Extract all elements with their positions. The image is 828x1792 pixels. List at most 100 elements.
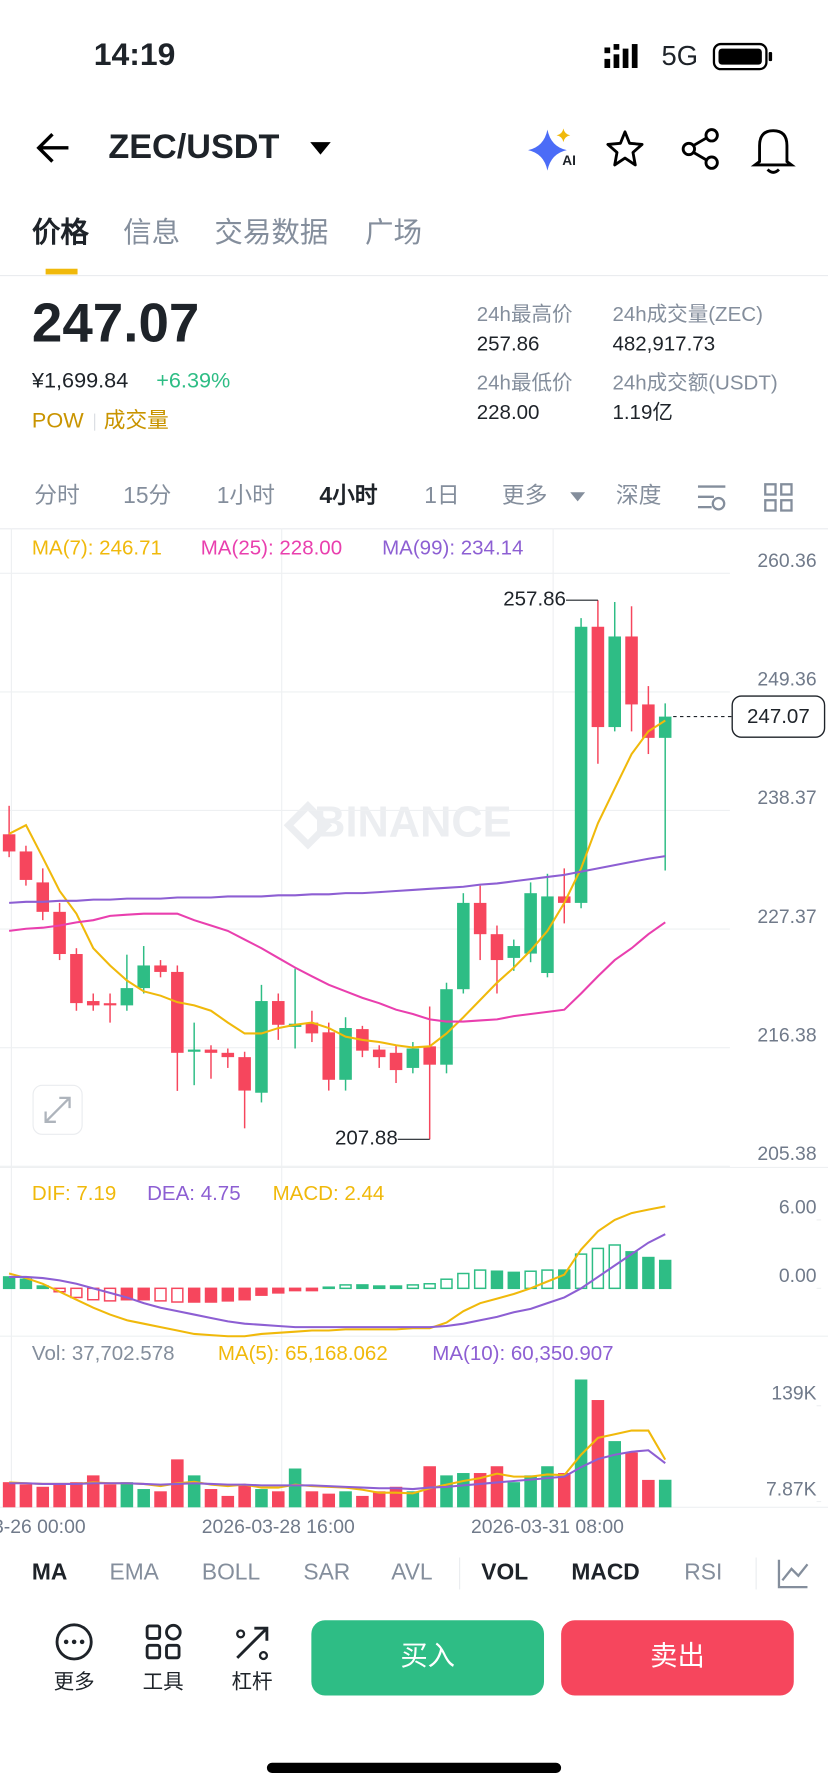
candle-body — [171, 971, 184, 1053]
indicator[interactable]: BOLL — [202, 1558, 260, 1584]
indicator[interactable]: MACD — [571, 1558, 639, 1584]
back-button[interactable] — [36, 132, 69, 163]
volume-bar — [625, 1452, 638, 1508]
legend-entry: MACD: 2.44 — [273, 1182, 385, 1205]
candle-body — [490, 934, 504, 961]
interval[interactable]: 1小时 — [217, 482, 275, 508]
interval[interactable]: 分时 — [34, 482, 80, 508]
ai-badge: AI — [562, 153, 576, 168]
volume-bar — [372, 1491, 386, 1508]
interval[interactable]: 1日 — [424, 482, 459, 508]
candle-body — [389, 1052, 403, 1071]
tab[interactable]: 价格 — [32, 217, 90, 249]
volume-bar — [322, 1493, 336, 1508]
volume-bar — [541, 1466, 554, 1508]
volume-bar — [86, 1475, 100, 1508]
tab[interactable]: 信息 — [123, 217, 180, 249]
macd-bar — [322, 1286, 335, 1290]
interval[interactable]: 15分 — [123, 482, 171, 508]
macd-bar — [154, 1287, 167, 1302]
volume-bar — [406, 1491, 420, 1508]
volume-ma-line — [9, 1449, 666, 1491]
volume-bar — [255, 1489, 268, 1508]
stat-label: 24h最低价 — [477, 371, 573, 394]
indicator[interactable]: VOL — [481, 1558, 528, 1584]
ai-button[interactable]: AI — [528, 128, 576, 171]
buy-button[interactable] — [311, 1620, 545, 1696]
settings-icon[interactable] — [697, 485, 726, 511]
more-button[interactable]: 更多 — [54, 1623, 95, 1694]
macd-bar — [204, 1287, 218, 1303]
macd-bar — [305, 1287, 319, 1292]
macd-bar — [70, 1287, 83, 1299]
volume-bar — [272, 1491, 285, 1508]
y-tick-label: 216.38 — [757, 1024, 816, 1046]
pair-title[interactable]: ZEC/USDT — [108, 128, 279, 166]
candle-body — [53, 911, 66, 955]
macd-bar — [137, 1287, 150, 1301]
volume-bar — [524, 1475, 537, 1508]
indicator[interactable]: MA — [32, 1558, 67, 1584]
watermark: BINANCE — [314, 799, 511, 847]
indicator[interactable]: RSI — [684, 1558, 722, 1584]
ma-line — [9, 855, 666, 904]
y-tick-label: 139K — [771, 1382, 816, 1404]
macd-bar — [171, 1287, 184, 1303]
indicator[interactable]: SAR — [303, 1558, 350, 1584]
candle-body — [524, 893, 537, 954]
candle-body — [372, 1049, 386, 1058]
candle-body — [339, 1028, 352, 1080]
more-dropdown[interactable] — [570, 492, 586, 502]
macd-bar — [423, 1283, 436, 1290]
volume-bar — [557, 1473, 571, 1508]
indicator-settings[interactable] — [777, 1559, 809, 1589]
macd-bar — [356, 1284, 369, 1290]
volume-bar — [457, 1473, 470, 1508]
interval[interactable]: 更多 — [502, 482, 548, 508]
candle-body — [137, 965, 150, 989]
indicator[interactable]: AVL — [391, 1558, 432, 1584]
tag[interactable]: 成交量 — [104, 407, 169, 432]
layout-icon[interactable] — [764, 483, 793, 512]
pair-dropdown[interactable] — [310, 142, 331, 155]
candle-body — [86, 1001, 100, 1006]
macd-bar — [457, 1272, 470, 1290]
tag[interactable]: POW — [32, 407, 84, 432]
price-change: +6.39% — [156, 367, 230, 392]
expand-button[interactable] — [32, 1084, 83, 1135]
share-button[interactable] — [681, 128, 719, 170]
macd-bar — [19, 1278, 33, 1290]
volume-bar — [154, 1491, 167, 1508]
candle-body — [204, 1049, 218, 1053]
legend-entry: MA(5): 65,168.062 — [218, 1342, 388, 1365]
macd-bar — [288, 1287, 302, 1292]
sell-button[interactable] — [561, 1620, 794, 1696]
interval[interactable]: 深度 — [616, 482, 662, 508]
y-tick-label: 7.87K — [766, 1478, 817, 1500]
tab[interactable]: 广场 — [365, 217, 422, 249]
tab[interactable]: 交易数据 — [214, 217, 328, 249]
volume-bar — [658, 1479, 672, 1508]
volume-bar — [473, 1473, 487, 1508]
candle-body — [473, 902, 487, 935]
volume-bar — [137, 1489, 150, 1508]
volume-bar — [389, 1486, 403, 1508]
candle-body — [625, 636, 638, 705]
tools-button[interactable]: 工具 — [143, 1623, 184, 1693]
low-label: 207.88 — [335, 1127, 398, 1150]
favorite-button[interactable] — [606, 130, 644, 167]
volume-bar — [238, 1484, 251, 1508]
leverage-button[interactable]: 杠杆 — [232, 1626, 273, 1693]
alert-button[interactable] — [750, 129, 796, 174]
stat-value: 257.86 — [477, 333, 540, 356]
volume-bar — [574, 1379, 588, 1508]
volume-bar — [339, 1491, 352, 1508]
home-indicator — [266, 1762, 562, 1774]
interval[interactable]: 4小时 — [319, 482, 377, 508]
candle-body — [406, 1048, 420, 1068]
x-tick-label: 2026-03-31 08:00 — [471, 1516, 624, 1538]
x-tick-label: 2026-03-26 00:00 — [0, 1516, 86, 1538]
volume-bar — [19, 1484, 33, 1508]
indicator[interactable]: EMA — [109, 1558, 159, 1584]
